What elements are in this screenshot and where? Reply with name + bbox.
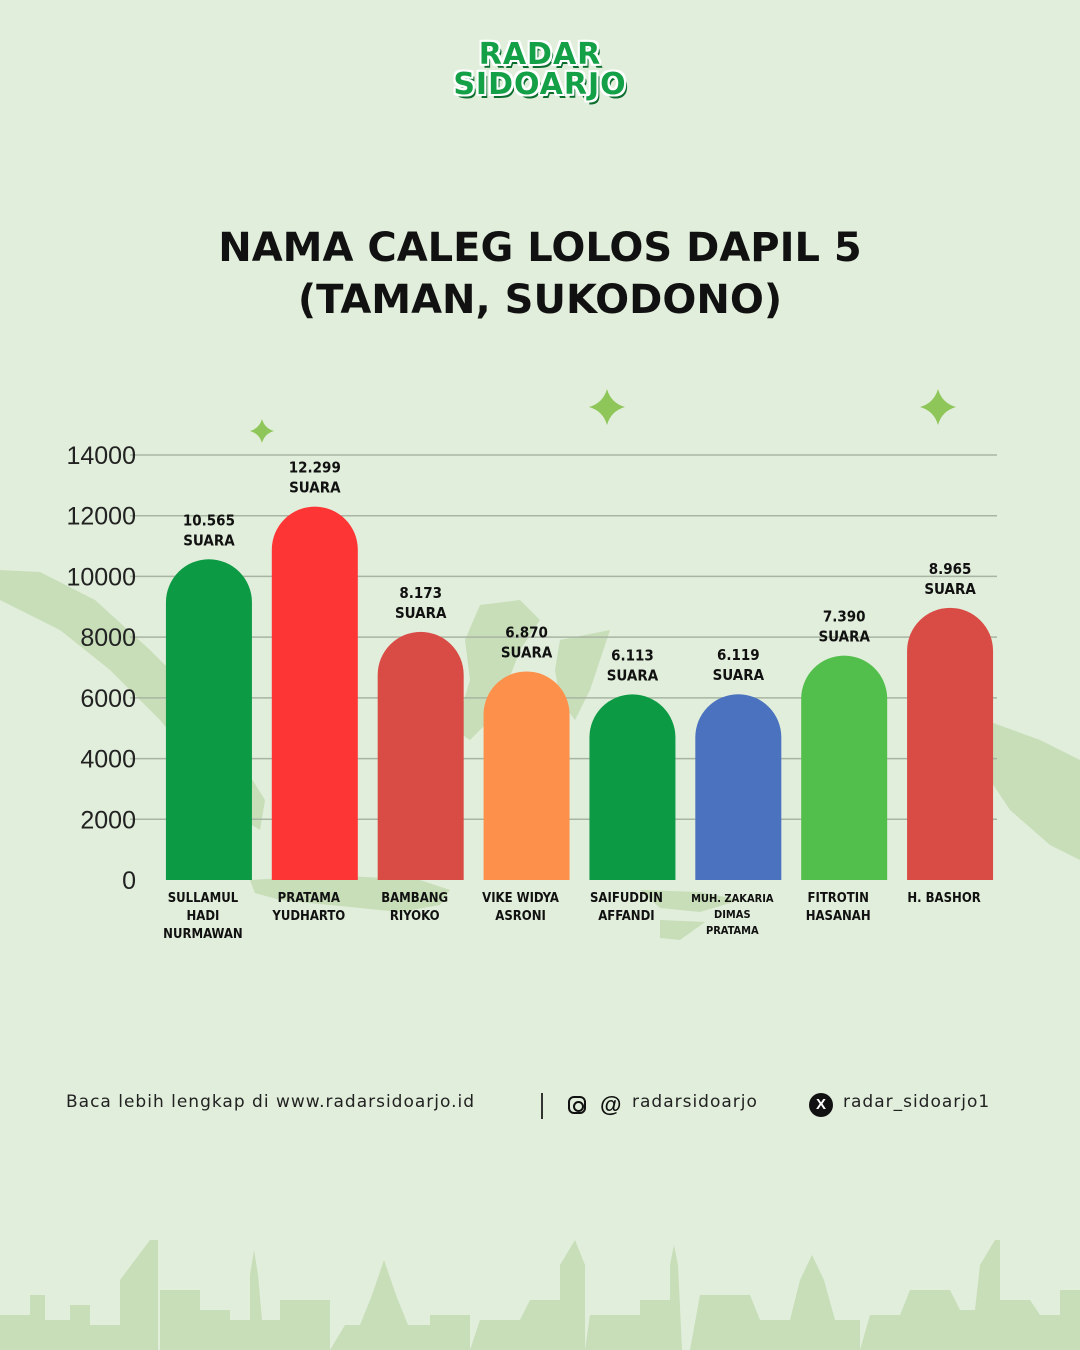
bar [483,671,570,880]
y-tick-label: 10000 [66,563,136,591]
city-skyline-decoration [0,1240,1080,1350]
y-tick-label: 4000 [80,746,136,774]
x-category-label: H. BASHOR [907,891,980,906]
sparkle-icon [250,419,274,443]
footer-read-more[interactable]: Baca lebih lengkap di www.radarsidoarjo.… [66,1092,476,1112]
y-tick-label: 6000 [80,685,136,713]
x-category-label: MUH. ZAKARIA [691,892,774,905]
x-category-label: VIKE WIDYA [482,891,559,906]
footer-x-handle[interactable]: radar_sidoarjo1 [843,1092,991,1112]
bar [165,559,252,880]
bar [695,694,782,880]
x-category-label: BAMBANG [381,891,448,906]
bar-value-label: 6.119 [717,646,760,664]
y-tick-label: 14000 [66,442,136,470]
bar [907,607,994,880]
bar-value-unit: SUARA [818,628,870,646]
chart-title-line1: NAMA CALEG LOLOS DAPIL 5 [218,225,862,271]
bar-chart: 0 2000 4000 6000 8000 10000 12000 14000 10.565 S… [66,389,997,942]
footer-social-handle[interactable]: radarsidoarjo [632,1092,758,1112]
bar [589,694,676,880]
x-category-label: YUDHARTO [271,909,345,924]
y-tick-label: 0 [122,867,136,895]
x-category-label: RIYOKO [390,909,440,924]
bar-value-label: 8.173 [399,584,442,602]
x-category-label: DIMAS [714,908,751,921]
x-icon[interactable]: X [809,1093,833,1117]
x-category-label: SAIFUDDIN [590,891,663,906]
bar-value-unit: SUARA [501,643,553,661]
x-category-label: AFFANDI [598,909,654,924]
bar-value-unit: SUARA [924,580,976,598]
x-category-label: SULLAMUL [168,891,239,906]
x-category-label: FITROTIN [807,891,868,906]
y-tick-label: 12000 [66,503,136,531]
y-tick-label: 2000 [80,806,136,834]
chart-title: NAMA CALEG LOLOS DAPIL 5 (TAMAN, SUKODON… [0,222,1080,326]
bar-value-label: 6.113 [611,646,654,664]
bar-value-unit: SUARA [289,479,341,497]
bar-value-unit: SUARA [183,531,235,549]
bar [801,655,888,880]
bar [377,631,464,880]
logo-line1: RADAR [478,37,602,72]
bar-value-unit: SUARA [395,604,447,622]
bar-value-label: 6.870 [505,623,548,641]
logo: RADAR SIDOARJO [0,40,1080,100]
x-category-label: HADI [186,909,219,924]
x-category-label: PRATAMA [278,891,340,906]
sparkle-icon [920,389,956,425]
bar [271,506,358,880]
y-tick-label: 8000 [80,624,136,652]
bar-value-unit: SUARA [713,666,765,684]
bar-value-unit: SUARA [607,666,659,684]
x-category-label: PRATAMA [706,924,759,937]
logo-line2: SIDOARJO [453,67,627,102]
threads-icon[interactable]: @ [600,1092,622,1117]
sparkle-icon [589,389,625,425]
bar-value-label: 12.299 [289,459,341,477]
bar-value-label: 8.965 [929,560,972,578]
bar-value-label: 10.565 [183,511,235,529]
x-category-label: ASRONI [495,909,546,924]
instagram-icon[interactable] [568,1096,586,1114]
x-category-label: HASANAH [806,909,871,924]
bar-value-label: 7.390 [823,608,866,626]
chart-title-line2: (TAMAN, SUKODONO) [297,277,783,323]
x-category-label: NURMAWAN [163,927,243,942]
footer-separator [541,1093,543,1119]
